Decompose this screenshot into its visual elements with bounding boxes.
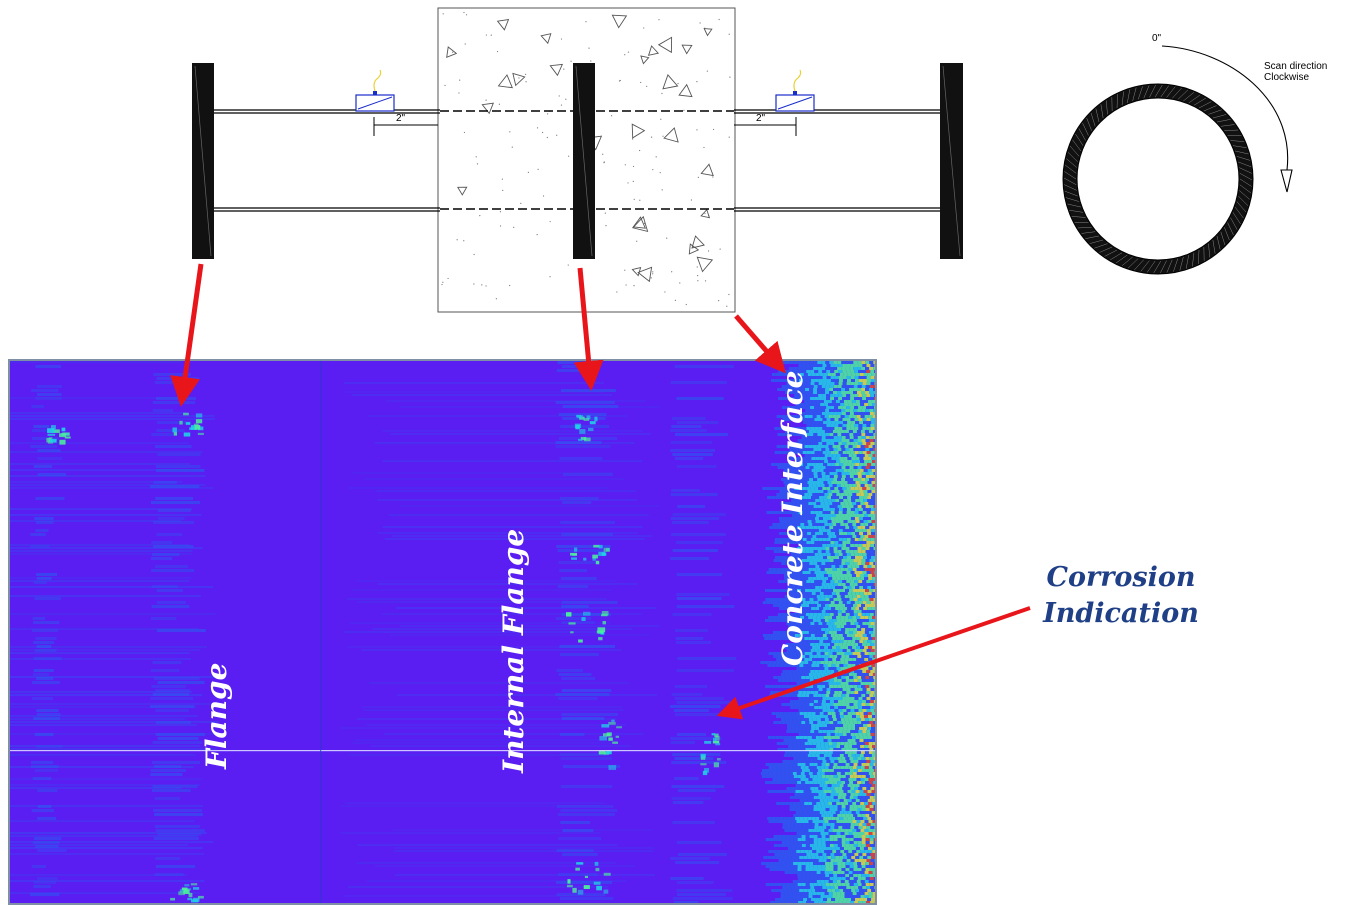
pipe-ring	[1062, 83, 1254, 275]
dimension-right	[734, 117, 797, 136]
corrosion-line1: Corrosion	[1046, 562, 1196, 593]
transducer-left	[355, 69, 395, 112]
scan-heatmap-canvas	[10, 361, 875, 903]
corrosion-indication-label: Corrosion Indication	[1036, 560, 1206, 632]
flange-right	[940, 63, 963, 259]
internal-flange-label: Internal Flange	[497, 528, 530, 773]
scan-direction-note: Scan direction Clockwise	[1264, 61, 1327, 83]
concrete-aggregate	[446, 14, 714, 283]
scan-direction-line1: Scan direction	[1264, 61, 1328, 72]
flange-label: Flange	[200, 662, 233, 769]
flange-left	[192, 63, 214, 259]
flange-internal	[573, 63, 595, 259]
zero-degree-label: 0"	[1152, 33, 1162, 44]
dimension-left-label: 2"	[396, 113, 406, 124]
pipe-drawing	[192, 7, 1293, 313]
dimension-left	[373, 117, 438, 136]
dimension-right-label: 2"	[756, 113, 766, 124]
corrosion-line2: Indication	[1043, 598, 1199, 629]
concrete-interface-label: Concrete Interface	[776, 370, 809, 666]
transducer-right	[775, 69, 815, 112]
scan-direction-line2: Clockwise	[1264, 72, 1310, 83]
scan-direction-arrow	[1161, 45, 1293, 193]
pipe-walls	[213, 109, 941, 212]
scan-heatmap: Flange Internal Flange Concrete Interfac…	[8, 359, 877, 905]
